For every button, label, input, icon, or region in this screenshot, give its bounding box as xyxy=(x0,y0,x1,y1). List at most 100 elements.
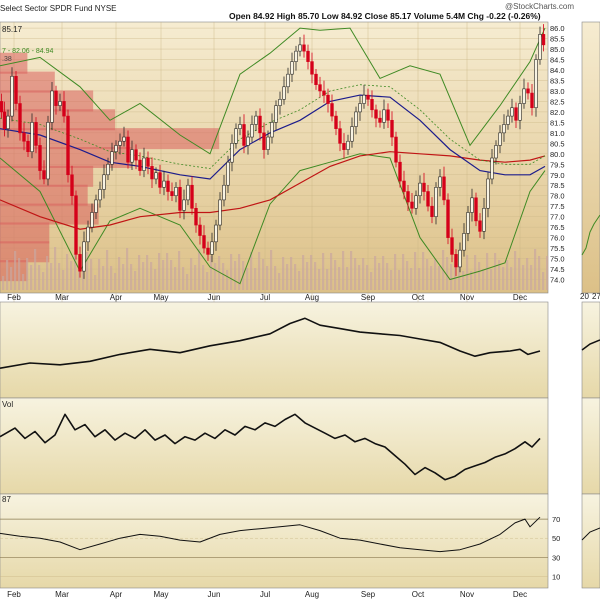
candle-body xyxy=(530,92,534,109)
candle-body xyxy=(314,73,318,85)
volume-bar xyxy=(158,253,161,290)
candle-body xyxy=(478,220,482,232)
fast-moving-average xyxy=(0,94,546,180)
candle-body xyxy=(254,115,258,125)
candle-body xyxy=(10,75,14,117)
candle-body xyxy=(490,157,494,180)
volume-bar xyxy=(338,267,341,290)
candle-body xyxy=(410,201,414,209)
candle-body xyxy=(46,122,50,180)
volume-bar xyxy=(46,256,49,290)
candle-body xyxy=(378,117,382,123)
candle-body xyxy=(138,159,142,171)
volume-bar xyxy=(50,263,53,290)
volume-bar xyxy=(378,263,381,290)
candle-body xyxy=(430,205,434,217)
candlesticks xyxy=(0,24,546,279)
volume-bar xyxy=(258,252,261,290)
candle-body xyxy=(218,199,222,226)
price-tick-label: 82.5 xyxy=(550,97,565,106)
volume-bar xyxy=(538,256,541,290)
price-tick-label: 75.5 xyxy=(550,244,565,253)
volume-bar xyxy=(310,255,313,290)
bottom-month-tick-label: Mar xyxy=(55,590,69,599)
rsi-line xyxy=(0,516,541,553)
volume-bar xyxy=(146,255,149,290)
month-tick-label: Oct xyxy=(412,293,425,302)
volume-bar xyxy=(182,267,185,290)
candle-body xyxy=(86,226,90,243)
chart-title: Select Sector SPDR Fund NYSE xyxy=(0,4,117,13)
candle-body xyxy=(290,61,294,75)
quote-line: Open 84.92 High 85.70 Low 84.92 Close 85… xyxy=(229,11,541,21)
volume-bar xyxy=(546,256,549,290)
candle-body xyxy=(414,195,418,209)
volume-bar xyxy=(226,270,229,290)
volume-bar xyxy=(354,258,357,290)
volume-bar xyxy=(534,249,537,290)
candle-body xyxy=(406,191,410,203)
volume-bar xyxy=(386,263,389,290)
volume-bar xyxy=(74,254,77,290)
volume-bar xyxy=(306,262,309,290)
volume-bar xyxy=(426,259,429,290)
candle-body xyxy=(466,212,470,234)
volume-bar xyxy=(350,251,353,290)
volume-bar xyxy=(498,260,501,290)
candle-body xyxy=(310,61,314,75)
obv-line xyxy=(0,317,541,369)
bottom-month-tick-label: May xyxy=(153,590,168,599)
bottom-month-tick-label: Apr xyxy=(110,590,123,599)
volume-bar xyxy=(454,257,457,290)
candle-body xyxy=(442,176,446,201)
candle-body xyxy=(370,99,374,111)
candle-body xyxy=(214,224,218,243)
candle-body xyxy=(498,132,502,146)
volume-bar xyxy=(254,268,257,290)
candle-body xyxy=(34,122,38,146)
volume-bar xyxy=(14,251,17,290)
price-tick-label: 80.5 xyxy=(550,139,565,148)
volume-bar xyxy=(58,263,61,290)
volume-bar xyxy=(110,266,113,290)
candle-body xyxy=(342,143,346,150)
volume-bar xyxy=(166,253,169,290)
volume-profile-bar xyxy=(0,128,220,150)
price-tick-label: 74.0 xyxy=(550,276,565,285)
volume-bar xyxy=(506,260,509,290)
volume-bar xyxy=(26,258,29,290)
volume-profile-bar xyxy=(0,147,132,168)
candle-body xyxy=(0,101,4,113)
volume-bar xyxy=(282,257,285,290)
volume-bar xyxy=(130,264,133,290)
volume-bar xyxy=(406,261,409,290)
vol-panel-label: Vol xyxy=(2,400,13,409)
candle-body xyxy=(330,103,334,117)
volume-bar xyxy=(514,251,517,290)
volume-bar xyxy=(250,252,253,290)
month-tick-label: Feb xyxy=(7,293,21,302)
bollinger-upper-band xyxy=(0,27,546,155)
volume-bars xyxy=(2,247,549,290)
candle-body xyxy=(154,172,158,180)
price-tick-label: 84.0 xyxy=(550,66,565,75)
volume-bar xyxy=(154,269,157,290)
candle-body xyxy=(78,254,82,272)
candle-body xyxy=(510,107,514,117)
candle-body xyxy=(26,140,30,153)
price-tick-label: 79.0 xyxy=(550,171,565,180)
volume-bar xyxy=(478,262,481,290)
price-tick-label: 80.0 xyxy=(550,150,565,159)
volume-bar xyxy=(366,265,369,290)
candle-body xyxy=(446,199,450,238)
bollinger-middle-band xyxy=(0,84,546,169)
volume-bar xyxy=(62,270,65,290)
bottom-month-tick-label: Sep xyxy=(361,590,376,599)
price-y-axis: 74.0 74.575.0 75.576.0 76.577.0 77.578.0 78.5… xyxy=(550,24,565,284)
candle-body xyxy=(486,178,490,209)
volume-bar xyxy=(398,270,401,290)
adjacent-chart-line xyxy=(581,214,600,256)
candle-body xyxy=(262,132,266,150)
volume-bar xyxy=(266,266,269,290)
volume-bar xyxy=(470,271,473,290)
